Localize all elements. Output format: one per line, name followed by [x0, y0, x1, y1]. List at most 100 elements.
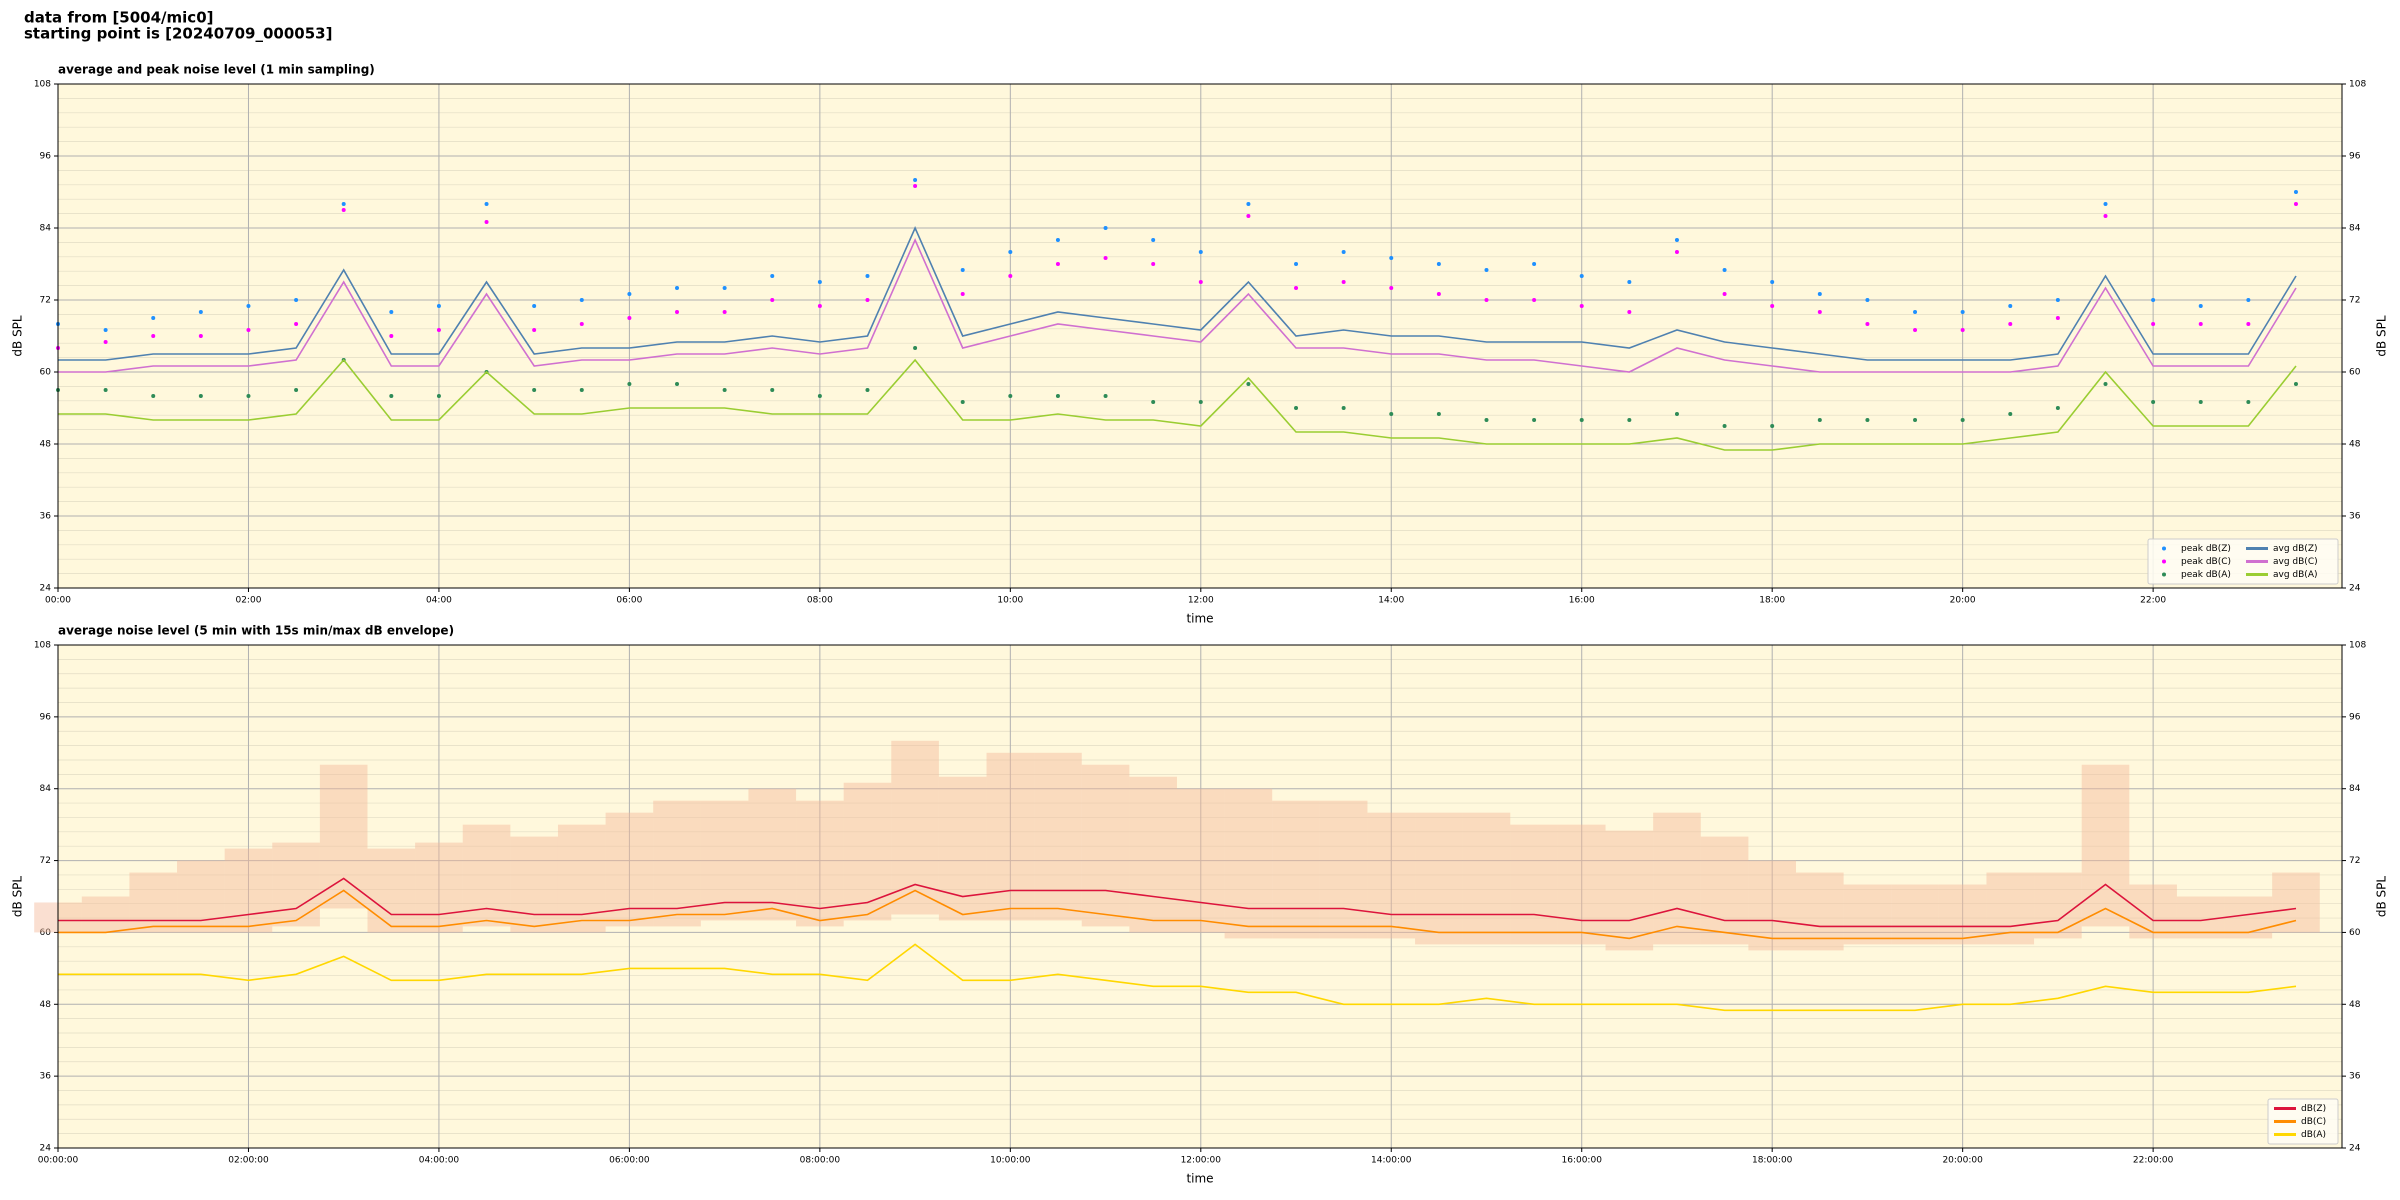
peak-point — [2151, 298, 2156, 302]
peak-point — [2008, 322, 2013, 326]
peak-point — [2198, 400, 2203, 404]
y-tick-label: 108 — [34, 80, 51, 90]
y2-tick-label: 48 — [2349, 1000, 2361, 1010]
envelope — [2034, 872, 2082, 939]
peak-point — [246, 328, 251, 332]
peak-point — [1674, 250, 1679, 254]
envelope — [1891, 884, 1939, 945]
x-tick-label: 14:00:00 — [1371, 1156, 1412, 1166]
peak-point — [817, 280, 822, 284]
envelope — [796, 800, 844, 927]
envelope — [1605, 830, 1654, 951]
peak-point — [1008, 274, 1013, 278]
x-tick-label: 16:00 — [1569, 596, 1595, 606]
peak-point — [770, 298, 775, 302]
series-line — [58, 226, 2297, 361]
peak-point — [1246, 202, 1251, 206]
peak-point — [1055, 262, 1060, 266]
peak-point — [436, 328, 441, 332]
peak-point — [817, 394, 822, 398]
peak-point — [341, 202, 346, 206]
envelope — [510, 836, 558, 933]
envelope — [2176, 896, 2225, 939]
peak-point — [1484, 268, 1489, 272]
peak-point — [675, 310, 680, 314]
legend-label: avg dB(A) — [2273, 570, 2317, 580]
peak-point — [1103, 394, 1108, 398]
envelope — [367, 848, 416, 933]
y-tick-label: 84 — [40, 784, 52, 794]
peak-point — [627, 292, 632, 296]
x-axis-label: time — [1186, 612, 1213, 626]
peak-point — [532, 328, 537, 332]
peak-point — [1532, 298, 1537, 302]
envelope — [1938, 884, 1987, 945]
peak-point — [2008, 304, 2013, 308]
chart-title: average noise level (5 min with 15s min/… — [58, 624, 454, 638]
peak-point — [2103, 382, 2108, 386]
peak-point — [2055, 406, 2060, 410]
legend-label: dB(A) — [2301, 1130, 2326, 1140]
peak-point — [1579, 418, 1584, 422]
peak-point — [2198, 322, 2203, 326]
peak-point — [1722, 292, 1727, 296]
peak-point — [1627, 310, 1632, 314]
peak-point — [1151, 238, 1156, 242]
peak-point — [1389, 286, 1394, 290]
series-line — [58, 889, 2297, 940]
envelope — [2129, 884, 2177, 939]
envelope — [843, 782, 892, 921]
peak-point — [436, 394, 441, 398]
x-tick-label: 22:00 — [2140, 596, 2166, 606]
peak-point — [722, 286, 727, 290]
peak-point — [627, 316, 632, 320]
peak-point — [436, 304, 441, 308]
peak-point — [1436, 262, 1441, 266]
peak-point — [1103, 226, 1108, 230]
peak-point — [1389, 412, 1394, 416]
envelope — [224, 848, 273, 933]
series-line — [58, 943, 2297, 1012]
envelope — [2224, 896, 2273, 939]
peak-point — [1722, 424, 1727, 428]
y-tick-label: 84 — [40, 224, 52, 234]
peak-point — [2055, 298, 2060, 302]
x-tick-label: 10:00 — [997, 596, 1023, 606]
envelope — [1795, 872, 1844, 951]
peak-point — [1817, 418, 1822, 422]
legend-box — [2147, 538, 2339, 585]
peak-point — [913, 184, 918, 188]
peak-point — [198, 334, 203, 338]
peak-point — [294, 388, 299, 392]
x-tick-label: 04:00:00 — [419, 1156, 460, 1166]
x-tick-label: 18:00:00 — [1752, 1156, 1793, 1166]
y-axis-label: dB SPL — [11, 315, 25, 357]
envelope — [1700, 836, 1749, 945]
y-tick-label: 48 — [40, 1000, 52, 1010]
envelope — [1748, 860, 1796, 951]
peak-point — [722, 388, 727, 392]
peak-point — [960, 400, 965, 404]
y2-tick-label: 108 — [2349, 641, 2366, 651]
peak-point — [960, 292, 965, 296]
peak-point — [675, 286, 680, 290]
peak-point — [1198, 250, 1203, 254]
peak-point — [1246, 382, 1251, 386]
peak-point — [1817, 292, 1822, 296]
envelope — [748, 788, 797, 921]
envelope — [557, 824, 606, 933]
peak-point — [1294, 262, 1299, 266]
peak-point — [103, 340, 108, 344]
envelope — [700, 800, 749, 921]
legend-label: avg dB(C) — [2273, 557, 2318, 567]
peak-point — [484, 202, 489, 206]
x-tick-label: 00:00 — [45, 596, 71, 606]
peak-point — [913, 178, 918, 182]
chart: 24 24 36 36 48 48 60 60 72 72 84 84 96 96 108 108 00:00:… — [11, 624, 2389, 1186]
envelope — [1319, 800, 1368, 939]
peak-point — [1865, 322, 1870, 326]
envelope — [319, 764, 368, 909]
x-tick-label: 12:00 — [1188, 596, 1214, 606]
legend-marker — [2162, 559, 2166, 564]
